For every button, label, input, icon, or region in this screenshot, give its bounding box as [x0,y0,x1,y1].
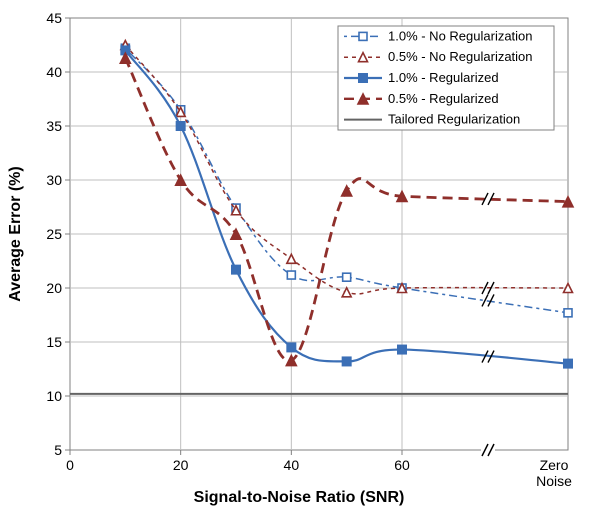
marker-square-open [359,32,367,40]
legend-item-label: 0.5% - Regularized [388,91,499,106]
tick-label-y: 45 [46,10,62,26]
marker-square-open [287,271,295,279]
marker-square-filled [359,74,368,83]
legend-item-label: 1.0% - No Regularization [388,28,533,43]
marker-square-filled [398,345,407,354]
line-chart: 5 10 15 20 25 30 35 40 45 0 20 40 60 ZeroNoise Average… [0,0,600,508]
marker-square-open [564,309,572,317]
marker-square-filled [287,343,296,352]
x-axis-label: Signal-to-Noise Ratio (SNR) [194,489,405,506]
tick-label-y: 35 [46,118,62,134]
legend-item-label: 1.0% - Regularized [388,70,499,85]
tick-label-x: 60 [394,457,410,473]
tick-label-y: 30 [46,172,62,188]
tick-label-y: 10 [46,388,62,404]
marker-square-filled [232,265,241,274]
tick-label-zero: Zero [540,457,569,473]
tick-label-x: 0 [66,457,74,473]
tick-label-y: 20 [46,280,62,296]
tick-label-noise: Noise [536,473,572,489]
y-axis-label: Average Error (%) [7,166,24,301]
legend-item-label: Tailored Regularization [388,112,520,127]
legend: 1.0% - No Regularization 0.5% - No Regula… [338,26,554,130]
tick-label-y: 25 [46,226,62,242]
marker-square-filled [342,357,351,366]
chart-container: 5 10 15 20 25 30 35 40 45 0 20 40 60 ZeroNoise Average… [0,0,600,508]
marker-square-filled [176,122,185,131]
marker-square-open [343,273,351,281]
marker-square-filled [564,359,573,368]
tick-label-y: 40 [46,64,62,80]
tick-label-y: 5 [54,442,62,458]
tick-label-y: 15 [46,334,62,350]
legend-item-label: 0.5% - No Regularization [388,49,533,64]
tick-label-x: 20 [173,457,189,473]
tick-label-x: 40 [284,457,300,473]
